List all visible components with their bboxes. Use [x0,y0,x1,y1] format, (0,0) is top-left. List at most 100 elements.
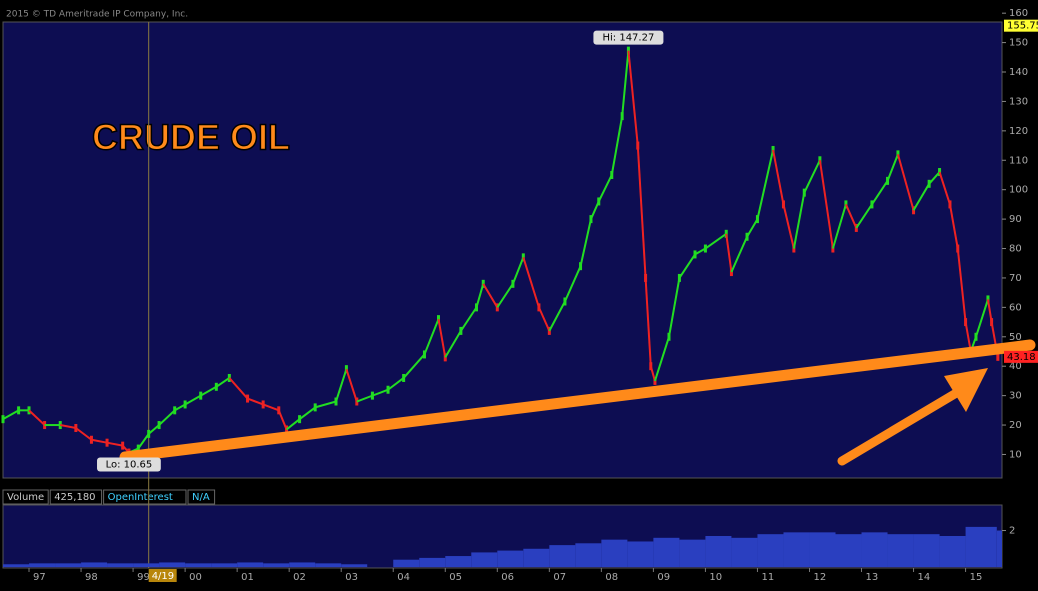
price-segment [579,218,592,267]
volume-bar [393,559,420,567]
y-tick-label: 80 [1009,244,1022,255]
volume-bar [471,552,498,567]
price-segment [335,368,348,402]
volume-bar [29,563,56,567]
price-segment [627,50,639,146]
volume-bar [159,562,186,567]
price-segment [610,115,624,176]
x-tick-label: 10 [709,572,722,583]
price-segment [174,403,186,412]
volume-bar [861,532,888,567]
price-segment [948,204,959,249]
price-segment [644,277,652,367]
price-marker-label: 155.75 [1007,21,1038,32]
volume-bar [653,537,680,567]
volume-bar [185,563,212,567]
price-segment [597,174,613,202]
volume-bar [965,526,997,567]
price-segment [356,394,373,403]
y-tick-label: 130 [1009,96,1028,107]
price-segment [678,253,696,279]
price-marker-label: 43.18 [1007,352,1036,363]
x-tick-label: 02 [293,572,306,583]
volume-bar [809,532,836,567]
x-tick-label: 04 [397,572,410,583]
price-bar [511,279,515,288]
y-tick-label: 140 [1009,67,1028,78]
price-segment [831,204,847,249]
price-segment [564,265,582,302]
price-segment [818,160,834,249]
price-segment [956,248,967,323]
price-segment [653,336,670,382]
price-segment [91,438,108,444]
y-tick-label: 30 [1009,391,1022,402]
price-segment [423,318,440,355]
cursor-box [148,569,177,582]
price-segment [746,218,759,238]
price-segment [200,385,217,397]
arrow-head [944,368,988,412]
volume-bar [679,539,706,567]
price-segment [314,400,337,409]
price-segment [621,50,630,117]
volume-bar [211,563,238,567]
price-segment [725,233,733,273]
price-segment [247,397,264,406]
volume-bar [575,543,602,567]
x-tick-label: 07 [553,572,566,583]
price-segment [548,301,566,332]
volume-bar [549,545,576,567]
price-segment [387,377,405,391]
price-segment [402,353,426,379]
volume-bar [315,563,342,567]
price-segment [704,233,727,250]
price-marker [1004,19,1038,32]
volume-bar [445,556,472,567]
readout-name: OpenInterest [108,492,173,503]
volume-bar [55,563,82,567]
price-segment [437,318,447,358]
price-segment [106,441,123,447]
volume-bar [81,562,108,567]
annotation-box [593,30,664,45]
price-segment [668,277,681,337]
price-segment [938,171,951,205]
x-tick-label: 06 [501,572,514,583]
price-segment [298,406,316,420]
price-segment [912,183,931,211]
price-segment [137,433,150,450]
price-segment [855,203,873,229]
y-tick-label: 2 [1009,526,1015,537]
annotation-label: Hi: 147.27 [602,33,654,44]
price-segment [285,418,301,431]
y-tick-label: 160 [1009,8,1028,19]
price-segment [482,283,499,308]
x-tick-label: 13 [866,572,879,583]
x-tick-label: 12 [813,572,826,583]
volume-bar [705,536,732,567]
volume-bar [939,536,966,567]
price-segment [782,204,795,249]
x-tick-label: 14 [918,572,931,583]
y-tick-label: 40 [1009,361,1022,372]
volume-bar [3,564,30,567]
copyright: 2015 © TD Ameritrade IP Company, Inc. [6,10,188,20]
y-tick-label: 110 [1009,155,1028,166]
price-segment [2,409,20,421]
y-tick-label: 70 [1009,273,1022,284]
x-tick-label: 11 [761,572,774,583]
price-segment [511,256,525,285]
price-segment [896,154,915,211]
annotation-box [97,457,161,472]
y-tick-label: 20 [1009,420,1022,431]
price-segment [184,394,202,406]
price-segment [975,299,989,338]
x-tick-label: 98 [85,572,98,583]
price-segment [844,203,858,229]
labels: 1020304050607080901001101201301401501609… [33,8,1038,583]
price-segment [964,321,972,352]
price-segment [228,377,249,400]
